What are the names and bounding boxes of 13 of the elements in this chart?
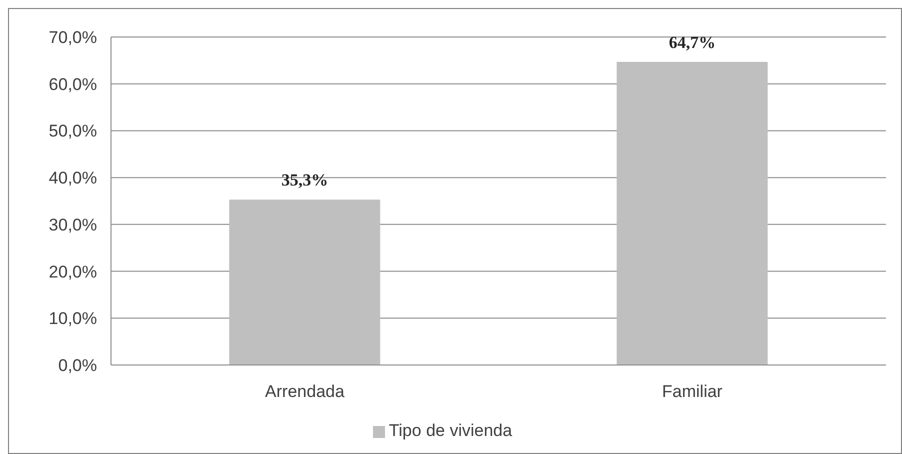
x-tick-label: Arrendada [265,382,345,402]
legend-label: Tipo de vivienda [388,421,512,440]
y-tick-label: 60,0% [48,74,97,94]
y-tick-label: 10,0% [48,309,97,328]
y-tick-label: 0,0% [58,356,97,376]
y-tick-label: 70,0% [48,28,97,48]
y-tick-label: 50,0% [48,122,97,141]
data-label: 64,7% [668,32,716,52]
y-tick-label: 20,0% [48,262,97,282]
y-tick-label: 30,0% [48,215,97,234]
y-tick-label: 40,0% [48,168,97,188]
x-tick-label: Familiar [662,382,723,402]
data-label: 35,3% [281,170,328,190]
